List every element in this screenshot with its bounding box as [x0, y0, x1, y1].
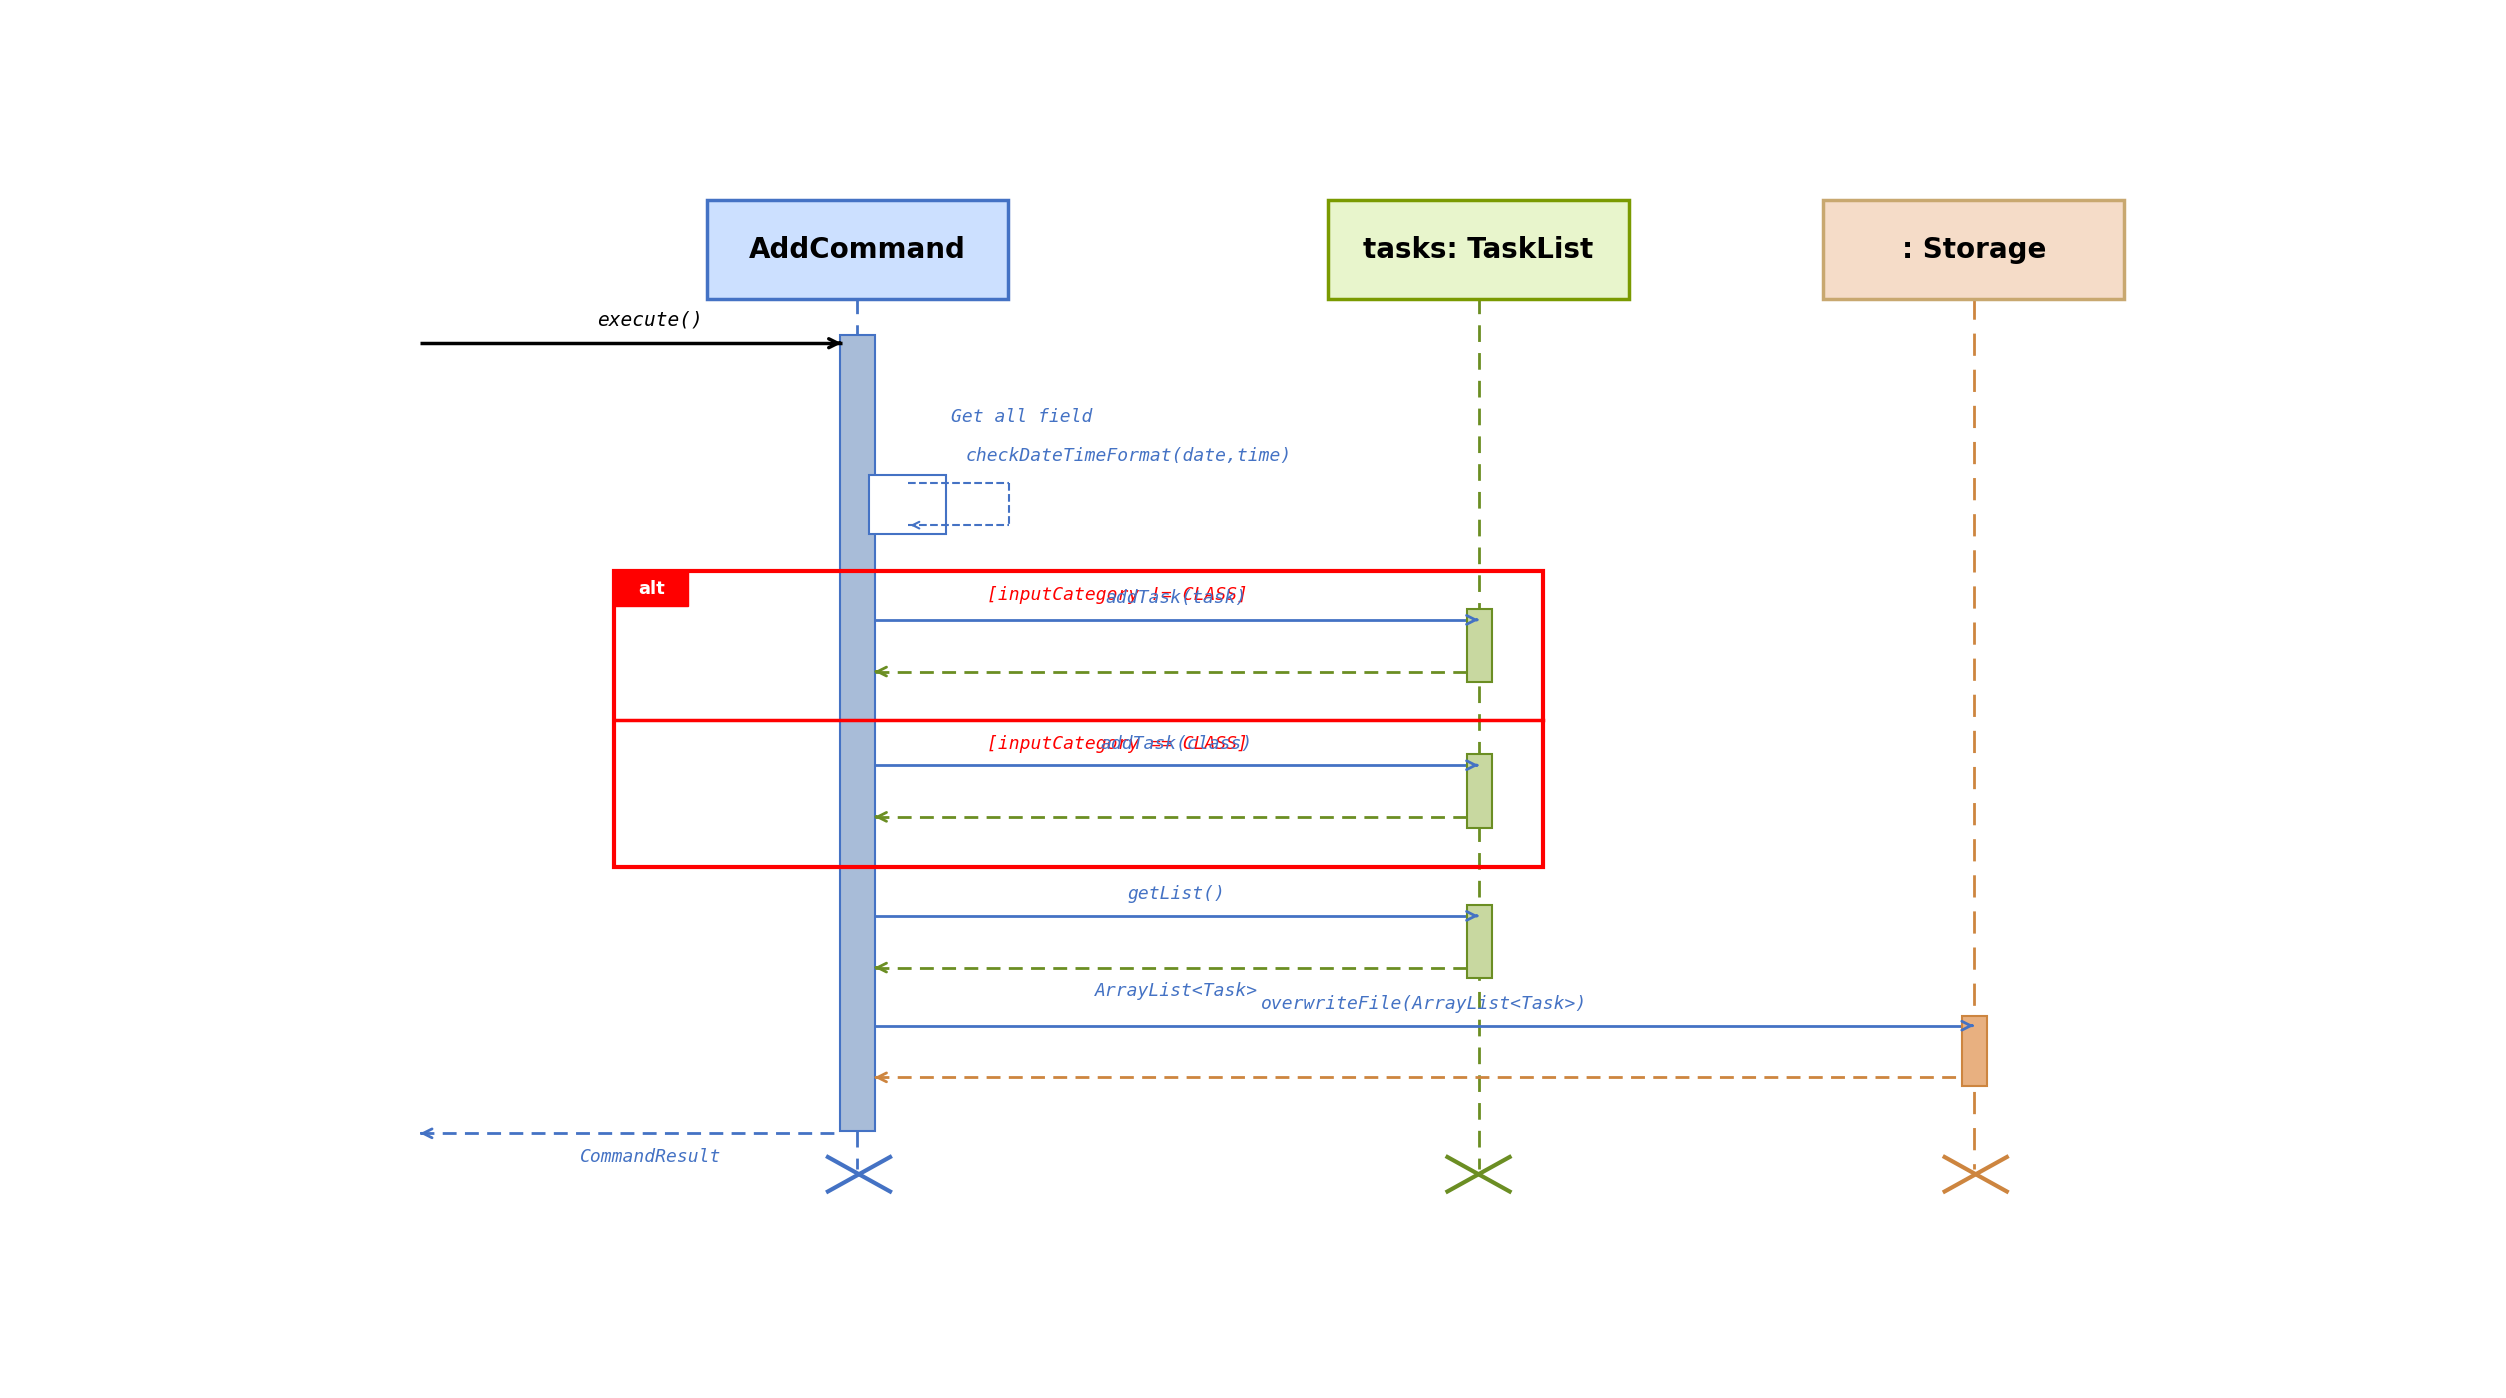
Text: alt: alt [639, 580, 664, 598]
Bar [1466, 610, 1491, 682]
Text: checkDateTimeFormat(date,time): checkDateTimeFormat(date,time) [965, 447, 1293, 466]
Bar [1962, 1016, 1987, 1086]
Text: ArrayList<Task>: ArrayList<Task> [1095, 983, 1258, 1000]
Bar [1466, 755, 1491, 828]
Text: CommandResult: CommandResult [579, 1148, 722, 1166]
Text: getList(): getList() [1128, 885, 1225, 903]
Bar [870, 474, 947, 534]
Text: tasks: TaskList: tasks: TaskList [1363, 236, 1594, 264]
Text: [inputCategory != CLASS]: [inputCategory != CLASS] [987, 586, 1248, 604]
Bar [1824, 200, 2125, 299]
Bar [840, 334, 875, 1131]
Bar [614, 572, 689, 605]
Text: [inputCategory == CLASS]: [inputCategory == CLASS] [987, 735, 1248, 752]
Text: AddCommand: AddCommand [749, 236, 965, 264]
Bar [614, 572, 1544, 867]
Text: addTask(task): addTask(task) [1105, 590, 1248, 607]
Text: execute(): execute() [596, 310, 704, 329]
Bar [707, 200, 1007, 299]
Text: addTask(class): addTask(class) [1100, 735, 1253, 752]
Text: Get all field: Get all field [952, 408, 1093, 426]
Bar [1328, 200, 1629, 299]
Bar [1466, 905, 1491, 979]
Text: overwriteFile(ArrayList<Task>): overwriteFile(ArrayList<Task>) [1261, 995, 1586, 1014]
Text: : Storage: : Storage [1902, 236, 2045, 264]
